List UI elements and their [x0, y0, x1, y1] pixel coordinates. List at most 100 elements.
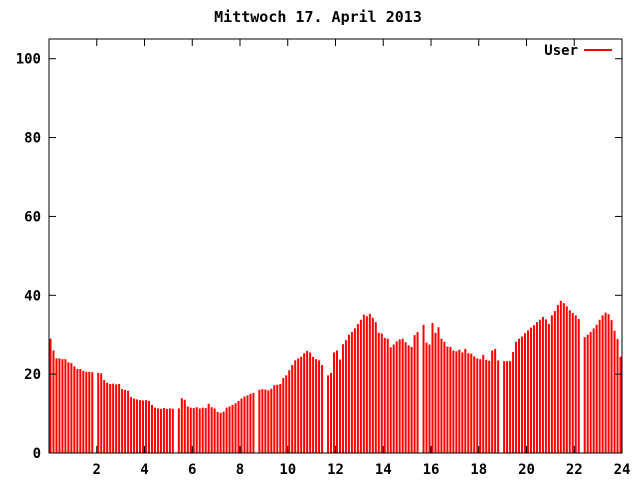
bar	[147, 400, 150, 453]
y-tick-label: 80	[24, 131, 41, 147]
bar	[64, 359, 67, 453]
bar	[228, 406, 231, 453]
bar	[509, 361, 512, 453]
bar	[458, 349, 461, 453]
bar	[237, 400, 240, 453]
bar	[532, 325, 535, 453]
bar	[410, 346, 413, 453]
bar	[413, 335, 416, 453]
bar	[559, 300, 562, 453]
bar	[401, 338, 404, 453]
bar	[82, 370, 85, 453]
bar	[335, 350, 338, 453]
bar	[246, 395, 249, 453]
bar	[544, 319, 547, 453]
bar	[526, 330, 529, 453]
x-tick-label: 12	[327, 462, 344, 478]
bar	[144, 400, 147, 453]
bar	[264, 389, 267, 453]
bar	[383, 337, 386, 453]
bar	[452, 350, 455, 453]
bar	[515, 341, 518, 453]
bar	[231, 404, 234, 453]
bar	[473, 356, 476, 453]
bar	[395, 341, 398, 453]
bar	[61, 359, 64, 453]
bar	[521, 336, 524, 453]
bar	[243, 396, 246, 453]
bar	[616, 339, 619, 453]
bar	[219, 412, 222, 453]
bar	[368, 313, 371, 453]
bar	[344, 340, 347, 453]
bar	[518, 338, 521, 453]
bar	[512, 352, 515, 453]
x-tick-label: 10	[279, 462, 296, 478]
bar	[488, 360, 491, 453]
bar	[494, 348, 497, 453]
y-tick-label: 60	[24, 209, 41, 225]
bar	[377, 332, 380, 453]
bars-group	[49, 300, 622, 453]
bar	[359, 319, 362, 453]
bar	[115, 384, 118, 453]
bar	[300, 356, 303, 453]
bar	[210, 407, 213, 453]
x-tick-label: 16	[423, 462, 440, 478]
bar	[464, 348, 467, 453]
bar	[49, 338, 52, 453]
bar	[177, 408, 180, 453]
bar	[315, 359, 318, 453]
bar	[70, 363, 73, 453]
bar	[574, 315, 577, 453]
legend: User	[544, 43, 612, 59]
bar	[607, 314, 610, 453]
x-tick-label: 4	[140, 462, 148, 478]
bar	[353, 328, 356, 453]
x-tick-label: 2	[93, 462, 101, 478]
bar	[568, 310, 571, 453]
bar	[276, 384, 279, 453]
bar	[249, 393, 252, 453]
bar	[595, 324, 598, 453]
bar	[479, 359, 482, 453]
bar	[195, 407, 198, 453]
bar	[318, 360, 321, 453]
bar	[610, 320, 613, 453]
bar	[482, 354, 485, 453]
bar	[440, 338, 443, 453]
x-tick-label: 8	[236, 462, 244, 478]
bar	[547, 324, 550, 453]
bar	[67, 362, 70, 453]
bar	[362, 314, 365, 453]
bar	[52, 350, 55, 453]
bar	[258, 389, 261, 453]
bar	[139, 400, 142, 453]
bar	[428, 344, 431, 453]
bar	[503, 361, 506, 453]
bar	[431, 322, 434, 453]
bar	[404, 342, 407, 453]
bar	[347, 334, 350, 453]
bar	[333, 352, 336, 453]
bar	[285, 375, 288, 453]
bar	[535, 322, 538, 453]
bar	[183, 399, 186, 453]
legend-label: User	[544, 43, 578, 59]
bar	[443, 341, 446, 453]
bar	[455, 351, 458, 453]
bar	[613, 330, 616, 453]
bar	[598, 319, 601, 453]
bar	[330, 372, 333, 453]
bar	[565, 306, 568, 453]
bar	[461, 352, 464, 453]
bar	[136, 399, 139, 453]
bar	[446, 346, 449, 453]
bar	[97, 372, 100, 453]
bar	[416, 331, 419, 453]
bar	[356, 324, 359, 453]
chart-title: Mittwoch 17. April 2013	[214, 8, 422, 26]
bar	[216, 411, 219, 453]
bar	[124, 389, 127, 453]
